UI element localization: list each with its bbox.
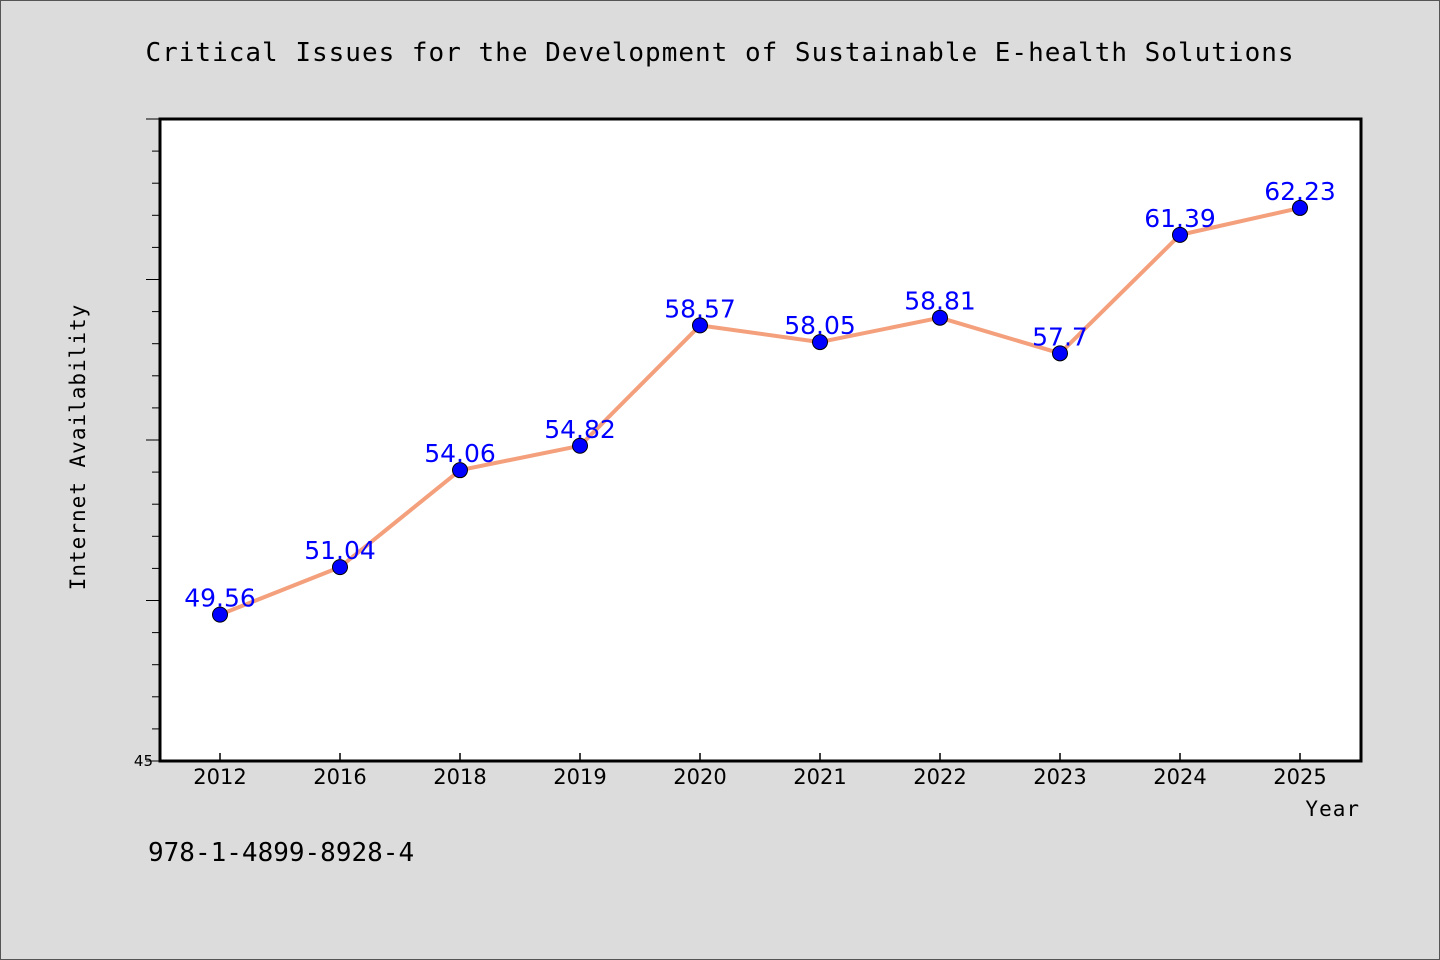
x-tick-label: 2024 [1153, 765, 1206, 789]
x-tick-label: 2023 [1033, 765, 1086, 789]
data-point [932, 309, 948, 326]
data-point [692, 317, 708, 334]
data-point [332, 559, 348, 576]
x-tick-label: 2020 [673, 765, 726, 789]
x-tick-label: 2022 [913, 765, 966, 789]
plot-area [158, 117, 1363, 763]
data-label: 61.39 [1144, 204, 1216, 233]
x-axis-title: Year [1305, 797, 1360, 821]
x-tick-label: 2021 [793, 765, 846, 789]
y-axis-ticks [146, 118, 160, 762]
data-point [212, 606, 228, 623]
data-label: 49.56 [184, 584, 256, 613]
data-label: 54.82 [544, 415, 616, 444]
data-label: 62.23 [1264, 177, 1336, 206]
chart-title: Critical Issues for the Development of S… [145, 38, 1294, 68]
series-line-group [219, 205, 1301, 617]
x-tick-label: 2025 [1273, 765, 1326, 789]
data-point [1292, 199, 1308, 216]
x-tick-label: 2019 [553, 765, 606, 789]
data-point [572, 437, 588, 454]
data-point [452, 462, 468, 479]
data-labels: 49.56 51.04 54.06 54.82 58.57 58.05 58.81 57.7 6… [184, 177, 1336, 613]
data-point [1172, 226, 1188, 243]
x-axis-ticks: 2012 2016 2018 2019 2020 2021 2022 2023 2024 2025 [193, 753, 1327, 789]
data-label: 58.05 [784, 311, 856, 340]
x-tick-label: 2018 [433, 765, 486, 789]
data-label: 57.7 [1032, 322, 1088, 351]
y-tick-label: 45 [134, 752, 153, 770]
data-label: 58.81 [904, 287, 976, 316]
x-tick-label: 2012 [193, 765, 246, 789]
isbn-footer: 978-1-4899-8928-4 [148, 838, 414, 868]
series-line [219, 205, 1301, 617]
series-markers [212, 199, 1308, 623]
x-tick-label: 2016 [313, 765, 366, 789]
data-point [1052, 345, 1068, 362]
data-label: 58.57 [664, 294, 736, 323]
data-label: 54.06 [424, 439, 496, 468]
y-axis-title: Internet Availability [66, 304, 90, 591]
data-label: 51.04 [304, 536, 376, 565]
data-point [812, 334, 828, 351]
